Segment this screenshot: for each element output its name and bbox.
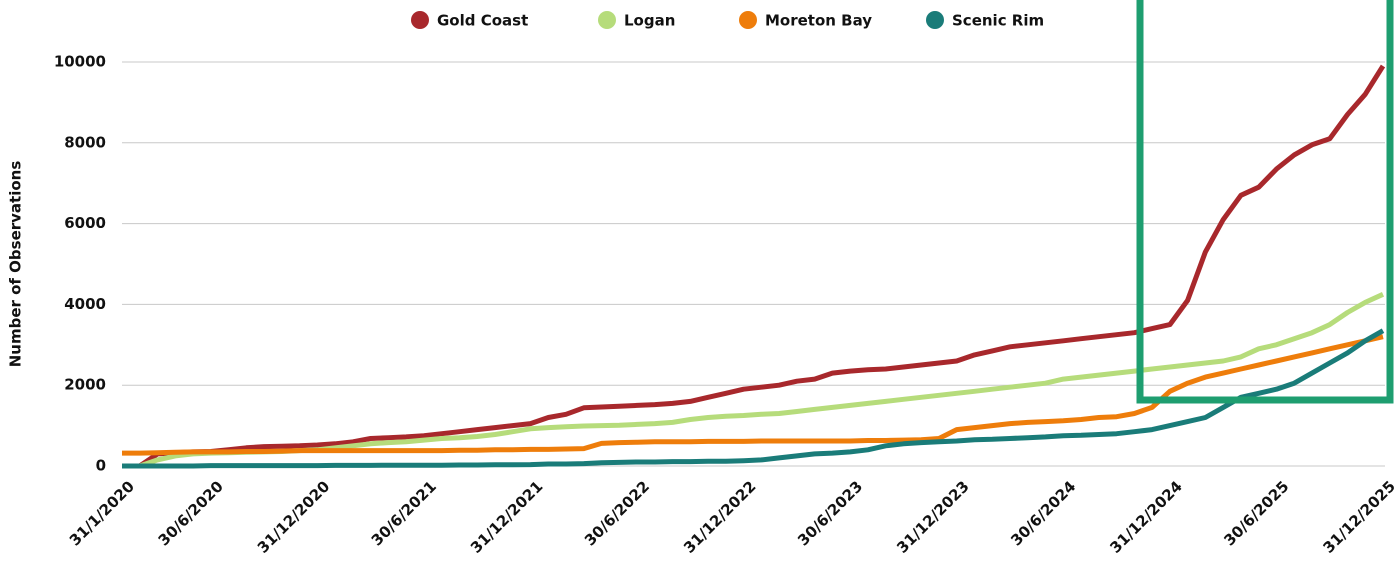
x-tick-label: 31/12/2024 bbox=[1106, 477, 1186, 557]
y-tick-label: 8000 bbox=[64, 133, 106, 151]
y-tick-label: 10000 bbox=[54, 53, 106, 71]
series-line bbox=[122, 328, 1385, 469]
legend-marker bbox=[926, 11, 944, 29]
x-tick-label: 31/12/2023 bbox=[893, 477, 973, 557]
y-tick-label: 4000 bbox=[64, 295, 106, 313]
legend-marker bbox=[598, 11, 616, 29]
series-line bbox=[122, 334, 1384, 456]
legend-marker bbox=[739, 11, 757, 29]
y-tick-label: 6000 bbox=[64, 214, 106, 232]
x-tick-label: 31/12/2020 bbox=[254, 477, 334, 557]
x-tick-label: 30/6/2023 bbox=[794, 477, 866, 549]
x-tick-label: 30/6/2022 bbox=[581, 477, 653, 549]
highlight-box bbox=[1136, 0, 1394, 404]
x-tick-label: 31/12/2021 bbox=[467, 477, 547, 557]
series-line bbox=[122, 64, 1386, 469]
legend-label: Logan bbox=[624, 12, 675, 30]
legend-label: Moreton Bay bbox=[765, 12, 872, 30]
x-tick-label: 31/12/2025 bbox=[1319, 477, 1397, 557]
y-tick-label: 0 bbox=[96, 457, 106, 475]
y-tick-label: 2000 bbox=[64, 376, 106, 394]
x-tick-label: 30/6/2024 bbox=[1007, 477, 1079, 549]
x-tick-label: 31/1/2020 bbox=[66, 477, 138, 549]
legend-label: Gold Coast bbox=[437, 12, 528, 30]
x-tick-label: 30/6/2021 bbox=[368, 477, 440, 549]
x-tick-label: 30/6/2020 bbox=[155, 477, 227, 549]
y-axis-label: Number of Observations bbox=[7, 161, 25, 368]
x-tick-label: 30/6/2025 bbox=[1220, 477, 1292, 549]
x-tick-label: 31/12/2022 bbox=[680, 477, 760, 557]
legend-marker bbox=[411, 11, 429, 29]
legend-label: Scenic Rim bbox=[952, 12, 1044, 30]
